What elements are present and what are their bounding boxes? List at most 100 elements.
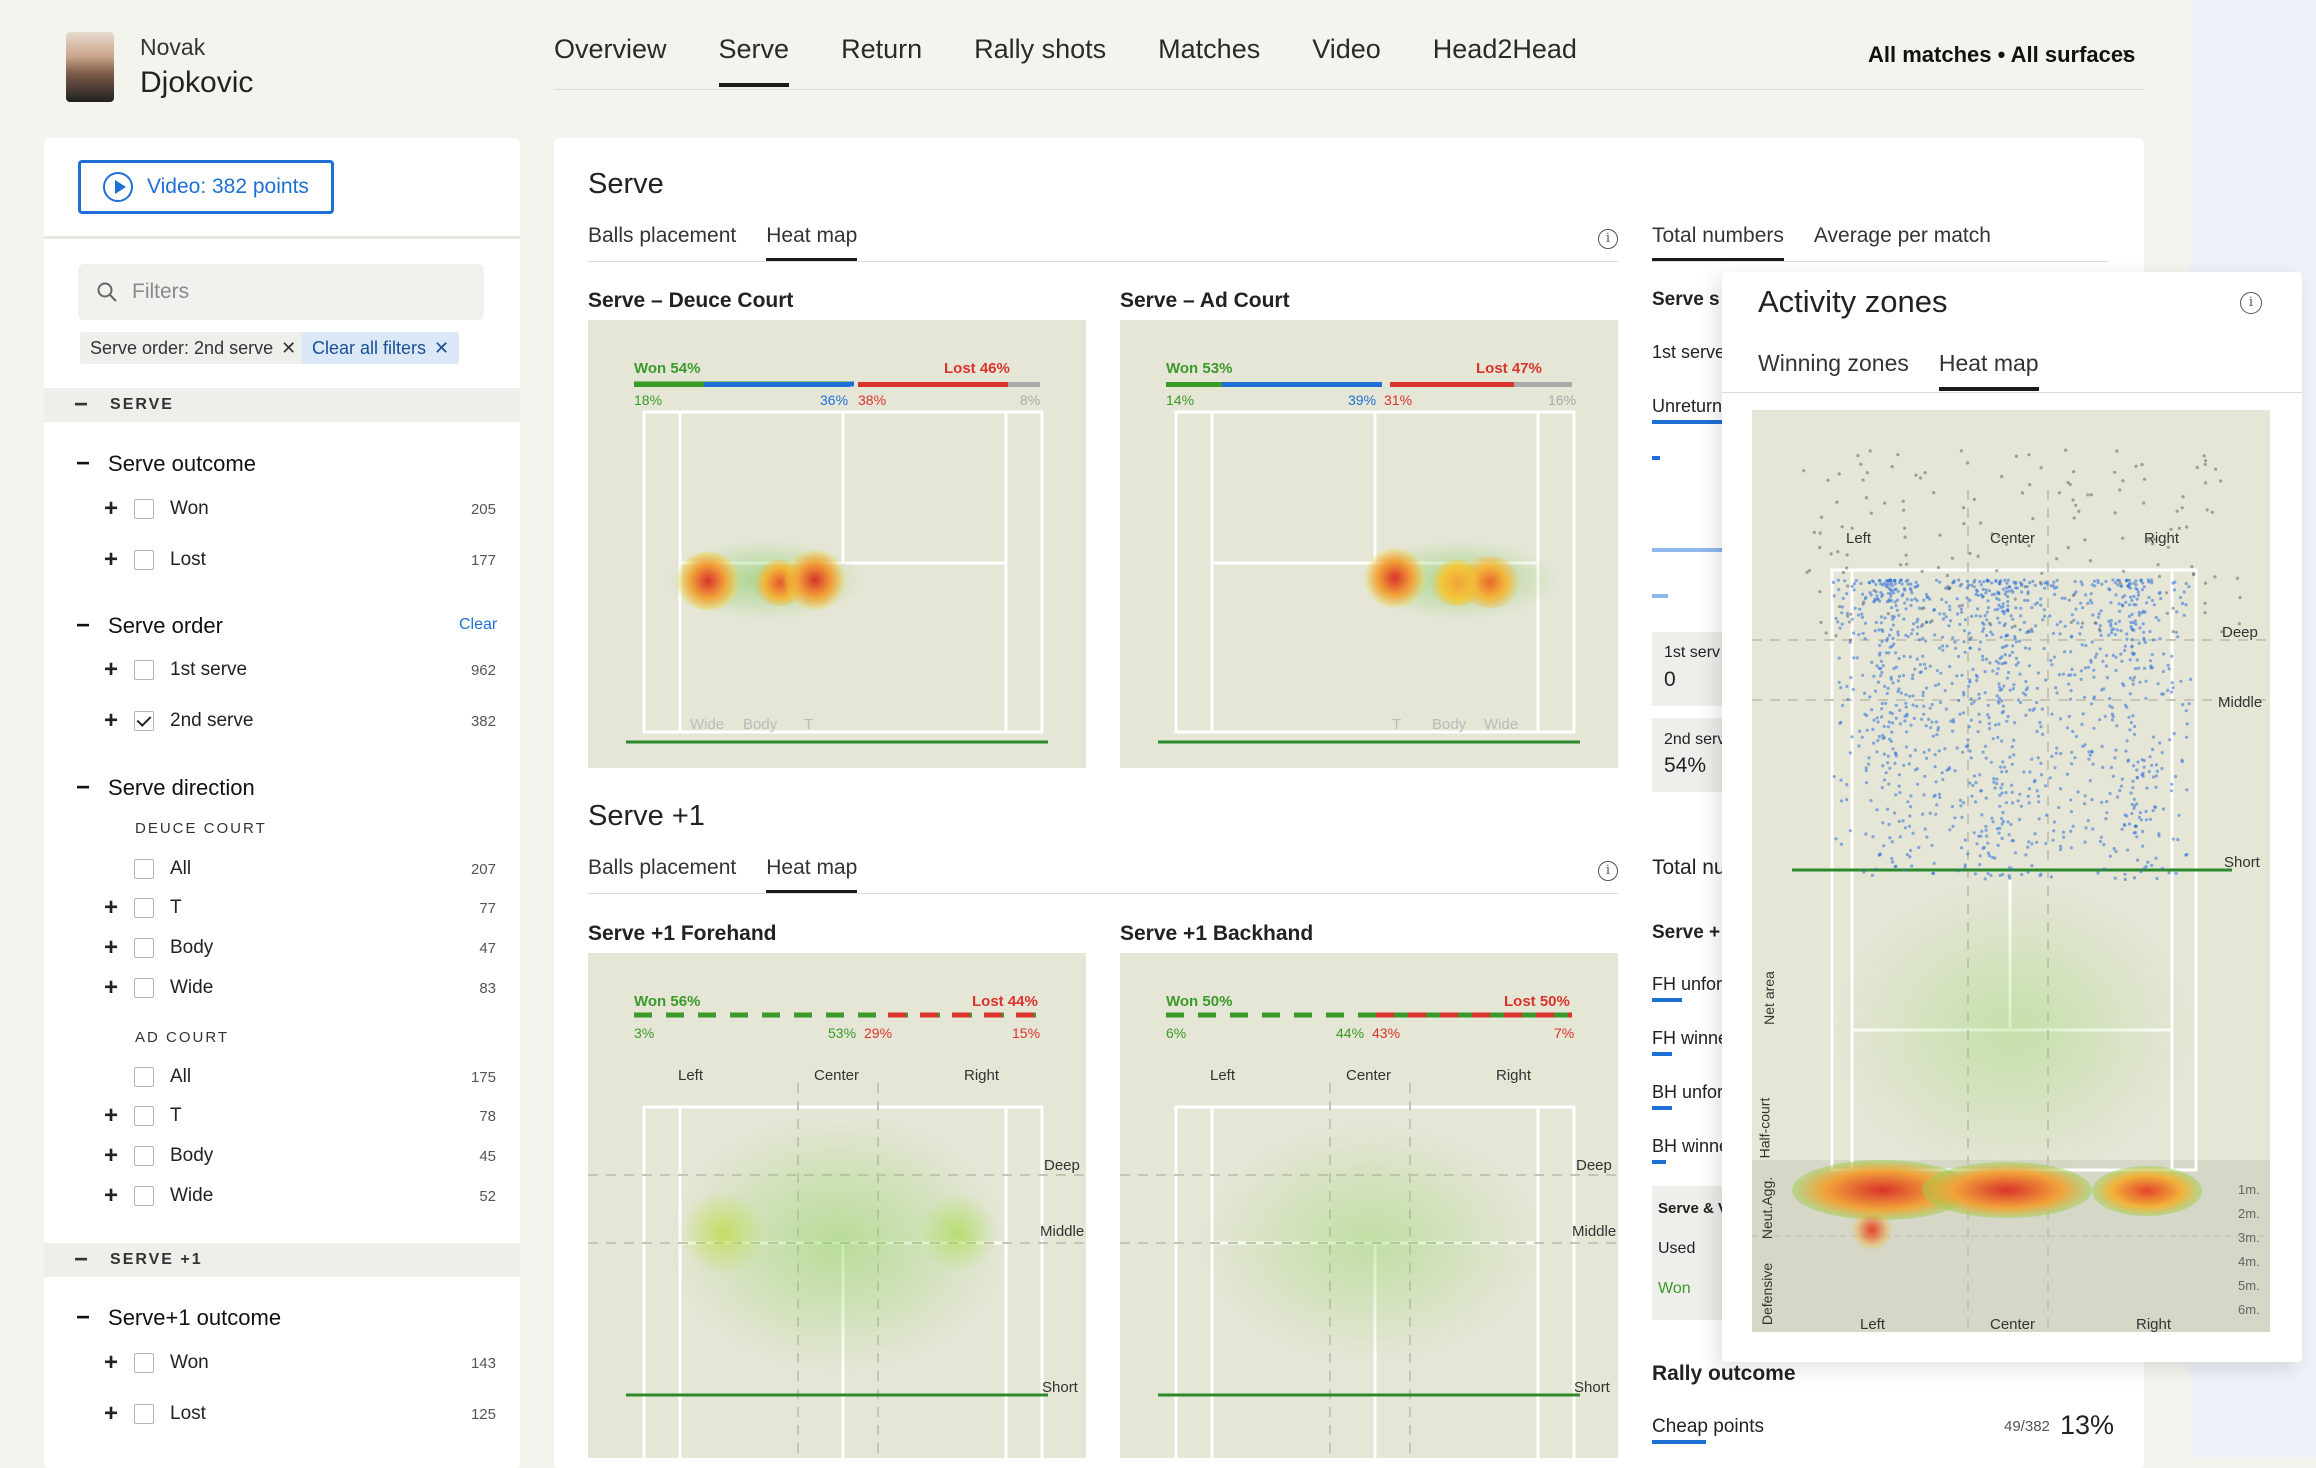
collapse-icon[interactable]: − xyxy=(74,1246,91,1273)
expand-icon[interactable]: + xyxy=(104,546,119,573)
shot-dot xyxy=(1812,530,1816,534)
checkbox[interactable] xyxy=(134,499,154,519)
tab-head2head[interactable]: Head2Head xyxy=(1432,34,1577,64)
filter-item-deuce-wide[interactable]: + Wide 83 xyxy=(104,974,496,1002)
collapse-icon[interactable]: − xyxy=(76,774,91,801)
collapse-icon[interactable]: − xyxy=(76,1304,91,1331)
tab-winning-zones[interactable]: Winning zones xyxy=(1758,350,1909,376)
expand-icon[interactable]: + xyxy=(104,1142,119,1169)
tab-serve[interactable]: Serve xyxy=(718,34,790,87)
expand-icon[interactable]: + xyxy=(104,707,119,734)
shot-dot xyxy=(1887,720,1891,724)
player-first-name: Novak xyxy=(140,34,206,60)
expand-icon[interactable]: + xyxy=(104,894,119,921)
shot-dot xyxy=(2152,537,2156,541)
collapse-icon[interactable]: − xyxy=(76,612,91,639)
info-icon[interactable]: i xyxy=(2240,292,2262,314)
group-serve-direction[interactable]: − Serve direction xyxy=(76,774,255,802)
video-button[interactable]: Video: 382 points xyxy=(78,160,334,214)
filter-item-won[interactable]: + Won 143 xyxy=(104,1349,496,1377)
group-serve-order[interactable]: − Serve order xyxy=(76,612,223,640)
expand-icon[interactable]: + xyxy=(104,1182,119,1209)
shot-dot xyxy=(2136,760,2140,764)
checkbox[interactable] xyxy=(134,859,154,879)
expand-icon[interactable]: + xyxy=(104,495,119,522)
tab-heat-map[interactable]: Heat map xyxy=(766,224,858,262)
tab-matches[interactable]: Matches xyxy=(1158,34,1261,64)
chevron-right-icon[interactable]: › xyxy=(2122,40,2130,67)
expand-icon[interactable]: + xyxy=(104,1400,119,1427)
filter-item-2nd-serve[interactable]: +2nd serve 382 xyxy=(104,707,496,735)
collapse-icon[interactable]: − xyxy=(76,450,91,477)
tab-overview[interactable]: Overview xyxy=(554,34,667,64)
tab-average-per-match[interactable]: Average per match xyxy=(1813,224,1991,247)
shot-dot xyxy=(2184,709,2188,713)
shot-dot xyxy=(2158,637,2162,641)
filter-item-deuce-t[interactable]: + T 77 xyxy=(104,894,496,922)
section-header-serve[interactable]: − SERVE xyxy=(44,388,520,422)
group-serve-outcome[interactable]: − Serve outcome xyxy=(76,450,256,478)
checkbox-checked[interactable] xyxy=(134,711,154,731)
checkbox[interactable] xyxy=(134,978,154,998)
clear-all-filters-chip[interactable]: Clear all filters ✕ xyxy=(302,332,460,364)
shot-dot xyxy=(2203,581,2208,585)
close-icon[interactable]: ✕ xyxy=(434,337,450,358)
tab-video[interactable]: Video xyxy=(1312,34,1381,64)
shot-dot xyxy=(2154,774,2159,778)
filter-item-1st-serve[interactable]: +1st serve 962 xyxy=(104,656,496,684)
filter-search-input[interactable]: Filters xyxy=(78,264,484,320)
shot-dot xyxy=(1996,616,2000,620)
filter-item-deuce-body[interactable]: + Body 47 xyxy=(104,934,496,962)
shot-dot xyxy=(1870,660,1874,664)
expand-icon[interactable]: + xyxy=(104,974,119,1001)
group-serve1-outcome[interactable]: − Serve+1 outcome xyxy=(76,1304,281,1332)
checkbox[interactable] xyxy=(134,1404,154,1424)
checkbox[interactable] xyxy=(134,1067,154,1087)
info-icon[interactable]: i xyxy=(1598,861,1618,881)
section-header-serve-plus-1[interactable]: − SERVE +1 xyxy=(44,1243,520,1277)
tab-rally-shots[interactable]: Rally shots xyxy=(974,34,1107,64)
checkbox[interactable] xyxy=(134,660,154,680)
filter-item-deuce-all[interactable]: All 207 xyxy=(104,858,496,880)
checkbox[interactable] xyxy=(134,1146,154,1166)
expand-icon[interactable]: + xyxy=(104,656,119,683)
tab-heat-map[interactable]: Heat map xyxy=(1938,350,2039,391)
filter-chip-serve-order[interactable]: Serve order: 2nd serve ✕ xyxy=(80,332,307,364)
close-icon[interactable]: ✕ xyxy=(281,337,297,358)
checkbox[interactable] xyxy=(134,938,154,958)
tab-total-numbers[interactable]: Total numbers xyxy=(1652,224,1784,262)
tab-balls-placement[interactable]: Balls placement xyxy=(588,856,737,879)
shot-dot xyxy=(2154,856,2158,860)
filter-item-won[interactable]: + Won 205 xyxy=(104,495,496,523)
expand-icon[interactable]: + xyxy=(104,1102,119,1129)
checkbox[interactable] xyxy=(134,898,154,918)
filter-item-lost[interactable]: + Lost 177 xyxy=(104,546,496,574)
scope-selector[interactable]: All matches • All surfaces xyxy=(1868,42,2136,67)
checkbox[interactable] xyxy=(134,1106,154,1126)
filter-item-ad-t[interactable]: + T 78 xyxy=(104,1102,496,1130)
shot-dot xyxy=(2170,654,2174,658)
expand-icon[interactable]: + xyxy=(104,934,119,961)
tab-balls-placement[interactable]: Balls placement xyxy=(588,224,737,247)
shot-dot xyxy=(1859,462,1863,466)
clear-serve-order-link[interactable]: Clear xyxy=(459,616,498,633)
filter-item-lost[interactable]: + Lost 125 xyxy=(104,1400,496,1428)
stats-tab-total[interactable]: Total nu xyxy=(1652,856,1726,879)
shot-dot xyxy=(1960,673,1964,677)
tab-return[interactable]: Return xyxy=(841,34,923,64)
filter-item-ad-body[interactable]: + Body 45 xyxy=(104,1142,496,1170)
depth-6m: 6m. xyxy=(2238,1302,2260,1317)
filter-item-ad-all[interactable]: All 175 xyxy=(104,1066,496,1088)
info-icon[interactable]: i xyxy=(1598,229,1618,249)
expand-icon[interactable]: + xyxy=(104,1349,119,1376)
collapse-icon[interactable]: − xyxy=(74,391,91,418)
filter-item-ad-wide[interactable]: + Wide 52 xyxy=(104,1182,496,1210)
shot-dot xyxy=(2147,539,2151,543)
shot-dot xyxy=(1961,711,1965,715)
checkbox[interactable] xyxy=(134,1186,154,1206)
shot-dot xyxy=(2086,601,2090,605)
shot-dot xyxy=(1855,656,1859,660)
tab-heat-map[interactable]: Heat map xyxy=(766,856,858,894)
checkbox[interactable] xyxy=(134,550,154,570)
checkbox[interactable] xyxy=(134,1353,154,1373)
